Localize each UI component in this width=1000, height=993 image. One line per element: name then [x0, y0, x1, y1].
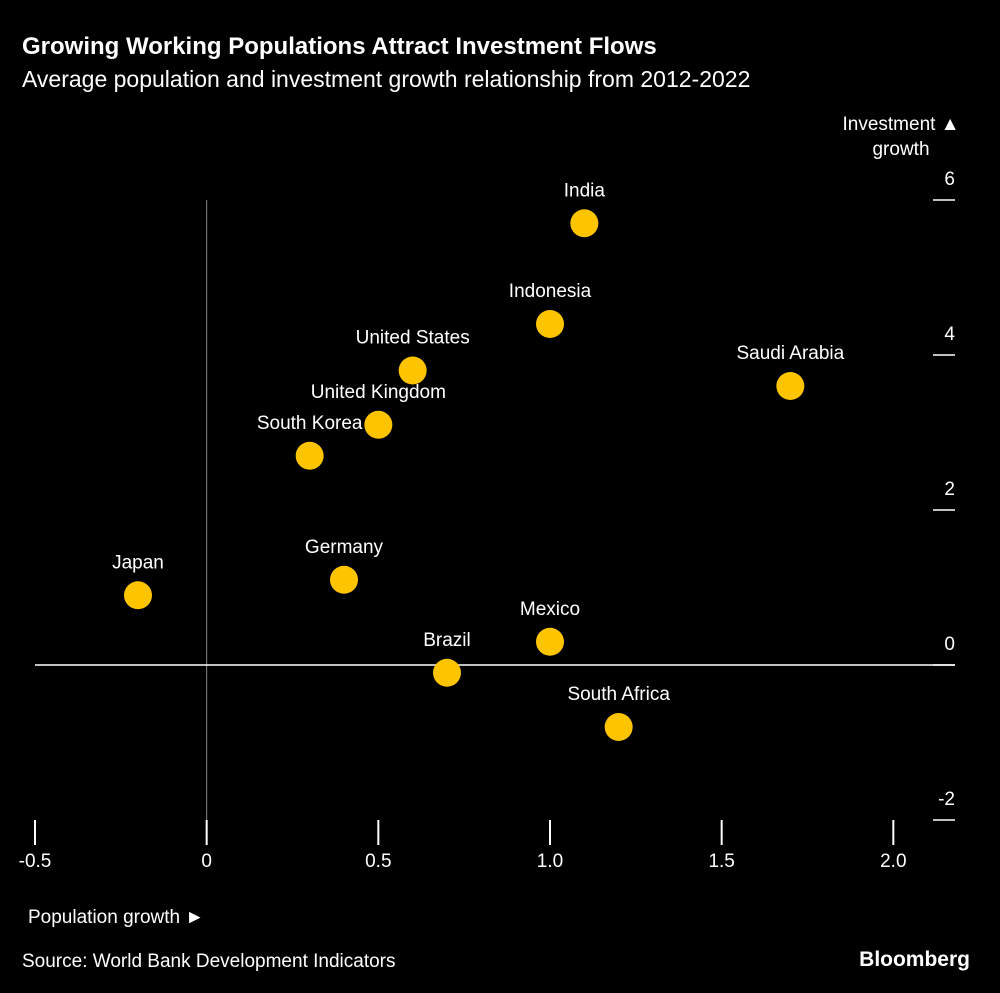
point-label: Mexico [520, 599, 580, 620]
y-axis-title: Investment ▲ growth [842, 114, 960, 160]
y-tick-label: 6 [944, 169, 955, 190]
point [776, 372, 805, 400]
y-tick-label: 4 [944, 324, 955, 345]
point-label: United States [356, 328, 470, 349]
point [398, 356, 427, 385]
point [570, 209, 599, 238]
point [295, 441, 324, 470]
point [433, 658, 461, 687]
point-label: South Korea [257, 413, 363, 434]
point-label: Brazil [423, 630, 471, 651]
source: Source: World Bank Development Indicator… [22, 951, 396, 972]
point [330, 565, 358, 594]
x-tick-label: 1.5 [708, 851, 734, 872]
point-label: Germany [305, 537, 384, 558]
point [536, 627, 564, 656]
x-tick-label: 2.0 [880, 851, 906, 872]
point [124, 581, 152, 610]
x-tick-label: 0 [201, 851, 212, 872]
point-label: Japan [112, 552, 164, 573]
chart-subtitle: Average population and investment growth… [22, 66, 751, 92]
x-tick-label: 1.0 [537, 851, 563, 872]
point-label: India [564, 180, 606, 201]
y-tick-label: 2 [944, 479, 955, 500]
chart-title: Growing Working Populations Attract Inve… [22, 33, 657, 60]
point [364, 410, 393, 439]
x-axis-title: Population growth ► [28, 907, 205, 928]
point-label: United Kingdom [311, 382, 446, 403]
point [604, 713, 633, 741]
point [536, 310, 564, 338]
point-label: Indonesia [509, 281, 592, 302]
y-tick-label: 0 [944, 634, 955, 655]
brand: Bloomberg [859, 948, 970, 971]
point-label: Saudi Arabia [736, 343, 844, 364]
y-tick-label: -2 [938, 789, 955, 810]
x-tick-label: -0.5 [19, 851, 52, 872]
x-tick-label: 0.5 [365, 851, 391, 872]
point-label: South Africa [567, 684, 670, 705]
